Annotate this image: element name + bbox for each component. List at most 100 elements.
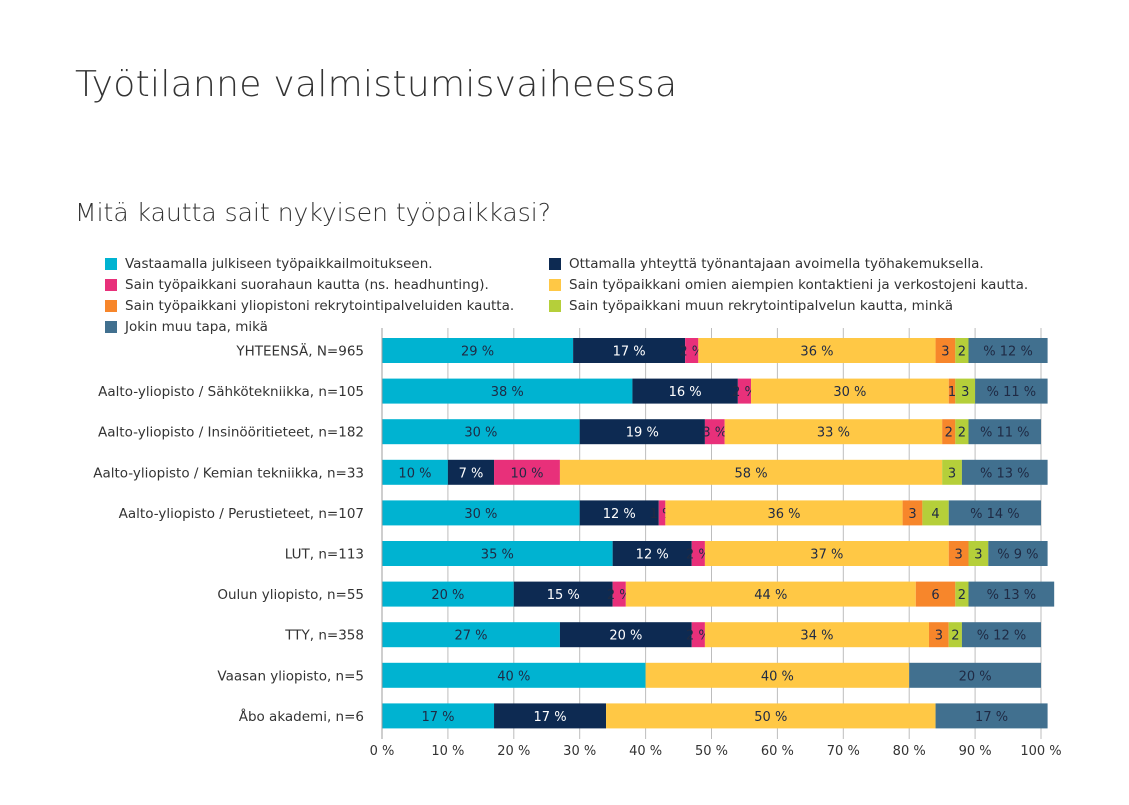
bar-segment [494, 703, 607, 729]
data-label: 2 [951, 629, 959, 644]
bar-segment [382, 459, 448, 485]
data-label: 20 % [959, 669, 992, 684]
legend-label: Vastaamalla julkiseen työpaikkailmoituks… [125, 256, 433, 272]
bar-segment [942, 419, 956, 445]
data-label: 3 [935, 629, 943, 644]
data-label: 2 % [686, 629, 711, 644]
legend-item: Sain työpaikkani omien aiempien kontakti… [549, 277, 1028, 293]
data-label: 20 % [431, 588, 464, 603]
data-label: 3 % [702, 426, 727, 441]
legend-label: Sain työpaikkani omien aiempien kontakti… [569, 277, 1029, 293]
bar-segment [382, 338, 574, 363]
bar-segment [579, 500, 659, 526]
chart-subtitle: Mitä kautta sait nykyisen työpaikkasi? [75, 198, 551, 227]
bar-segment [922, 500, 949, 526]
data-label: % 11 % [987, 385, 1037, 400]
category-label: Aalto-yliopisto / Insinööritieteet, n=18… [98, 425, 364, 441]
bar-segment [909, 662, 1041, 688]
bar-segment [988, 541, 1048, 566]
bar-segment [948, 500, 1041, 526]
data-label: 30 % [464, 426, 497, 441]
legend-label: Ottamalla yhteyttä työnantajaan avoimell… [569, 256, 984, 272]
bar-segment [382, 581, 514, 607]
bar-segment [948, 622, 962, 648]
legend-swatch [105, 279, 117, 291]
data-label: 50 % [754, 710, 787, 725]
category-label: Aalto-yliopisto / Kemian tekniikka, n=33 [93, 465, 364, 481]
data-label: 4 [931, 507, 939, 522]
x-tick-label: 70 % [827, 744, 860, 759]
data-label: 3 [908, 507, 916, 522]
data-label: 15 % [547, 588, 580, 603]
data-label: 36 % [767, 507, 800, 522]
legend-swatch [105, 258, 117, 270]
legend-swatch [549, 300, 561, 312]
bar-segment [935, 338, 956, 363]
data-label: 36 % [800, 345, 833, 360]
bar-segment [961, 459, 1048, 485]
data-label: 12 % [603, 507, 636, 522]
data-label: 10 % [398, 466, 431, 481]
bar-segment [968, 541, 989, 566]
bar-segment [625, 581, 916, 607]
bar-segment [968, 338, 1048, 363]
data-label: % 9 % [997, 548, 1038, 563]
bar-segment [658, 500, 666, 526]
legend-item: Vastaamalla julkiseen työpaikkailmoituks… [105, 256, 433, 272]
category-label: TTY, n=358 [284, 628, 364, 644]
bar-segment [955, 581, 969, 607]
x-tick-label: 10 % [431, 744, 464, 759]
data-label: 10 % [510, 466, 543, 481]
bar-segment [915, 581, 956, 607]
category-label: YHTEENSÄ, N=965 [235, 342, 364, 360]
bar-segment [579, 419, 705, 445]
data-label: 29 % [461, 345, 494, 360]
legend-item: Sain työpaikkani yliopistoni rekrytointi… [105, 298, 514, 314]
category-label: Åbo akademi, n=6 [239, 708, 364, 725]
bar-segment [955, 419, 969, 445]
legend-label: Sain työpaikkani muun rekrytointipalvelu… [569, 298, 953, 314]
data-label: 34 % [800, 629, 833, 644]
bar-segment [645, 662, 910, 688]
data-label: % 12 % [983, 345, 1033, 360]
legend-swatch [549, 279, 561, 291]
bar-segment [559, 622, 692, 648]
data-label: 40 % [761, 669, 794, 684]
bar-segment [691, 541, 705, 566]
category-label: Oulun yliopisto, n=55 [217, 587, 364, 603]
data-label: 3 [941, 345, 949, 360]
bar-segment [948, 541, 969, 566]
bar-segment [559, 459, 943, 485]
bar-segment [724, 419, 943, 445]
data-label: 35 % [481, 548, 514, 563]
data-label: 3 [961, 385, 969, 400]
category-label: LUT, n=113 [285, 547, 364, 563]
data-label: 17 % [613, 345, 646, 360]
bar-segment [382, 541, 613, 566]
bar-segment [704, 622, 929, 648]
data-label: 16 % [669, 385, 702, 400]
category-label: Vaasan yliopisto, n=5 [217, 668, 364, 684]
data-label: 2 % [679, 345, 704, 360]
data-label: 17 % [534, 710, 567, 725]
bar-segment [665, 500, 903, 526]
bar-segment [382, 500, 580, 526]
data-label: 37 % [810, 548, 843, 563]
legend-item: Sain työpaikkani suorahaun kautta (ns. h… [105, 277, 489, 293]
bar-segment [975, 378, 1048, 404]
bar-segment [968, 581, 1055, 607]
category-label: Aalto-yliopisto / Sähkötekniikka, n=105 [98, 384, 364, 400]
bar-segment [704, 419, 725, 445]
bar-segment [691, 622, 705, 648]
bar-segment [961, 622, 1041, 648]
data-label: % 12 % [977, 629, 1027, 644]
page-title: Työtilanne valmistumisvaiheessa [75, 64, 678, 105]
bar-segment [698, 338, 936, 363]
data-label: 2 % [686, 548, 711, 563]
bar-segment [382, 703, 495, 729]
legend-label: Jokin muu tapa, mikä [125, 319, 268, 335]
legend-swatch [105, 321, 117, 333]
category-label: Aalto-yliopisto / Perustieteet, n=107 [119, 506, 364, 522]
data-label: 2 [945, 426, 953, 441]
